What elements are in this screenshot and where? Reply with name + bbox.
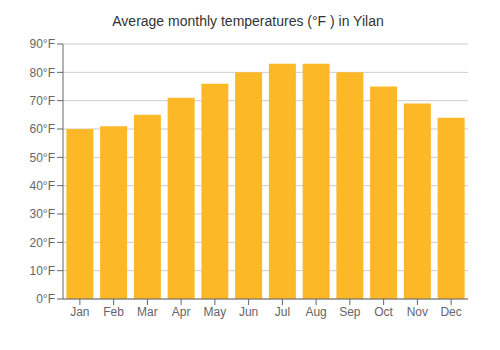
svg-text:20°F: 20°F [30,236,55,250]
svg-text:80°F: 80°F [30,66,55,80]
svg-text:40°F: 40°F [30,179,55,193]
svg-text:Sep: Sep [339,305,361,319]
svg-text:60°F: 60°F [30,122,55,136]
svg-text:90°F: 90°F [30,37,55,51]
svg-text:Jun: Jun [239,305,258,319]
svg-text:0°F: 0°F [36,292,55,306]
html-text:Average monthly temperatures (: Average monthly temperatures (°F ) in Yi… [112,13,384,29]
svg-text:30°F: 30°F [30,207,55,221]
svg-text:Oct: Oct [374,305,393,319]
svg-text:Nov: Nov [407,305,428,319]
svg-text:50°F: 50°F [30,151,55,165]
svg-text:Jan: Jan [70,305,89,319]
svg-text:Feb: Feb [103,305,124,319]
svg-text:Apr: Apr [172,305,191,319]
svg-text:Dec: Dec [440,305,461,319]
svg-text:10°F: 10°F [30,264,55,278]
svg-text:Mar: Mar [137,305,158,319]
svg-text:Aug: Aug [305,305,326,319]
svg-text:May: May [204,305,227,319]
svg-text:70°F: 70°F [30,94,55,108]
svg-text:Jul: Jul [275,305,290,319]
